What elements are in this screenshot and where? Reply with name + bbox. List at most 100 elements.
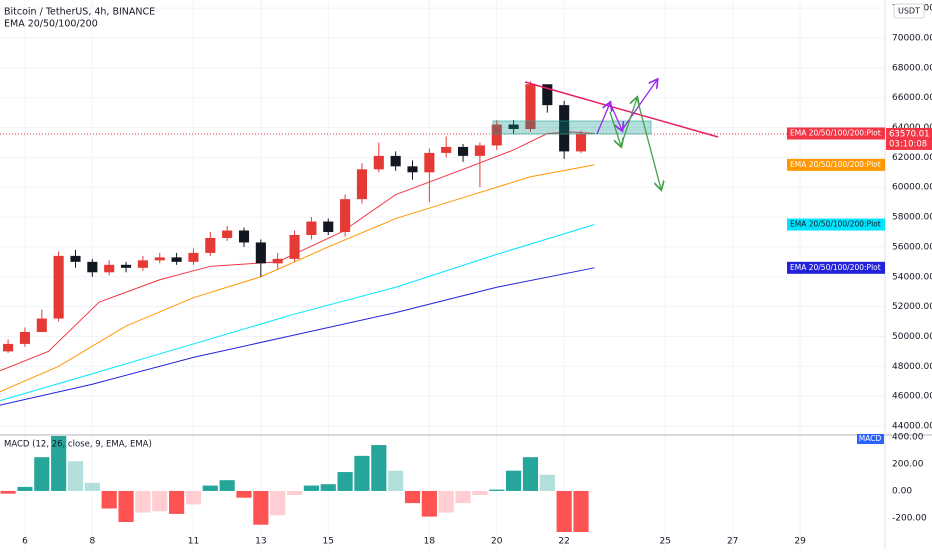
arrow-down: [609, 111, 621, 146]
histogram-bar: [303, 485, 319, 491]
ema-label: EMA 20/50/100/200:Plot: [790, 129, 881, 138]
y-tick-label: 56000.00: [892, 242, 932, 252]
macd-pane: [0, 436, 589, 532]
candle-body: [306, 221, 317, 235]
symbol-title: Bitcoin / TetherUS, 4h, BINANCE: [4, 7, 155, 18]
price-tag: [886, 127, 932, 150]
histogram-bar: [438, 490, 454, 513]
histogram-bar: [270, 490, 286, 516]
candle-body: [188, 252, 199, 262]
histogram-bar: [135, 490, 151, 513]
x-tick-label: 6: [22, 537, 28, 547]
candle-body: [340, 199, 351, 232]
histogram-bar: [539, 474, 555, 491]
histogram-bar: [84, 482, 100, 491]
histogram-bar: [371, 445, 387, 491]
histogram-bar: [253, 490, 269, 525]
y-tick-label: 0.00: [892, 486, 912, 496]
histogram-bar: [337, 472, 353, 491]
currency[interactable]: USDT: [898, 7, 920, 16]
ema-label-bg: [787, 261, 885, 274]
candle-body: [120, 264, 132, 268]
histogram-bar: [522, 457, 539, 491]
candle-body: [19, 331, 30, 344]
histogram-bar: [152, 490, 168, 512]
y-tick-label: 58000.00: [892, 213, 932, 223]
price-pane: [0, 81, 885, 406]
x-tick-label: 22: [558, 537, 569, 547]
candle-body: [272, 258, 283, 264]
candle-body: [36, 318, 47, 332]
candle-body: [424, 152, 435, 173]
candle-body: [441, 146, 452, 153]
histogram-bar: [101, 490, 117, 509]
candle-body: [458, 146, 469, 156]
candle-body: [87, 261, 98, 273]
y-tick-label: 44000.00: [892, 422, 932, 432]
histogram-bar: [556, 490, 572, 532]
candle-body: [373, 155, 384, 170]
histogram-bar: [472, 490, 488, 496]
histogram-bar: [236, 490, 252, 498]
ema-label: EMA 20/50/100/200:Plot: [790, 160, 881, 169]
candle-body: [575, 133, 587, 152]
x-tick-label: 29: [794, 537, 806, 547]
candle-body: [222, 230, 233, 238]
x-tick-label: 20: [491, 537, 503, 547]
candle-body: [255, 242, 266, 264]
candle-body: [289, 234, 300, 259]
zone-box: [492, 120, 652, 135]
y-tick-label: 54000.00: [892, 272, 932, 282]
histogram-bar: [202, 485, 218, 491]
y-tick-label: 60000.00: [892, 183, 932, 193]
candle-body: [407, 166, 418, 173]
histogram-bar: [506, 470, 522, 491]
ema-label-bg: [787, 127, 885, 140]
y-tick-label: 70000.00: [892, 33, 932, 43]
histogram-bar: [0, 490, 16, 494]
candle-body: [171, 257, 182, 262]
axis-layer: 44000.00 46000.00 48000.00 50000.00 52000.00…: [22, 4, 932, 547]
currency-box[interactable]: [893, 3, 925, 19]
histogram-bar: [455, 490, 471, 504]
candle-body: [238, 230, 250, 243]
x-tick-label: 25: [660, 537, 671, 547]
histogram-bar: [489, 489, 505, 491]
candle-body: [137, 260, 148, 268]
candle-body: [542, 84, 553, 106]
histogram-bar: [219, 480, 235, 491]
candle-body: [70, 255, 81, 262]
histogram-bar: [320, 484, 336, 491]
histogram-bar: [421, 490, 437, 517]
price-tag-value: 63570.01: [889, 129, 930, 139]
arrow-up: [596, 103, 610, 135]
ema-label-bg: [787, 218, 885, 231]
trend-line: [524, 81, 719, 138]
countdown: 03:10:08: [889, 139, 927, 149]
candle-body: [525, 84, 536, 130]
candle-body: [205, 237, 216, 253]
histogram-bar: [34, 457, 50, 491]
y-tick-label: 200.00: [892, 459, 924, 469]
candle-body: [356, 169, 368, 200]
ema-line: [0, 267, 595, 406]
macd-tag: MACD: [859, 434, 882, 443]
histogram-bar: [118, 490, 134, 523]
x-tick-label: 13: [255, 537, 266, 547]
y-tick-label: 52000.00: [892, 302, 932, 312]
y-tick-label: -200.00: [892, 513, 927, 523]
y-tick-label: 66000.00: [892, 93, 932, 103]
candle-body: [323, 221, 334, 232]
x-tick-label: 27: [727, 537, 738, 547]
arrow-down: [636, 97, 661, 189]
histogram-bar: [404, 490, 421, 504]
grid-layer: [0, 0, 885, 550]
candle-body: [491, 124, 502, 146]
ema-line: [0, 224, 595, 402]
histogram-bar: [286, 490, 303, 496]
histogram-bar: [169, 490, 185, 514]
candle-body: [474, 145, 485, 156]
indicator-title: EMA 20/50/100/200: [4, 19, 98, 30]
